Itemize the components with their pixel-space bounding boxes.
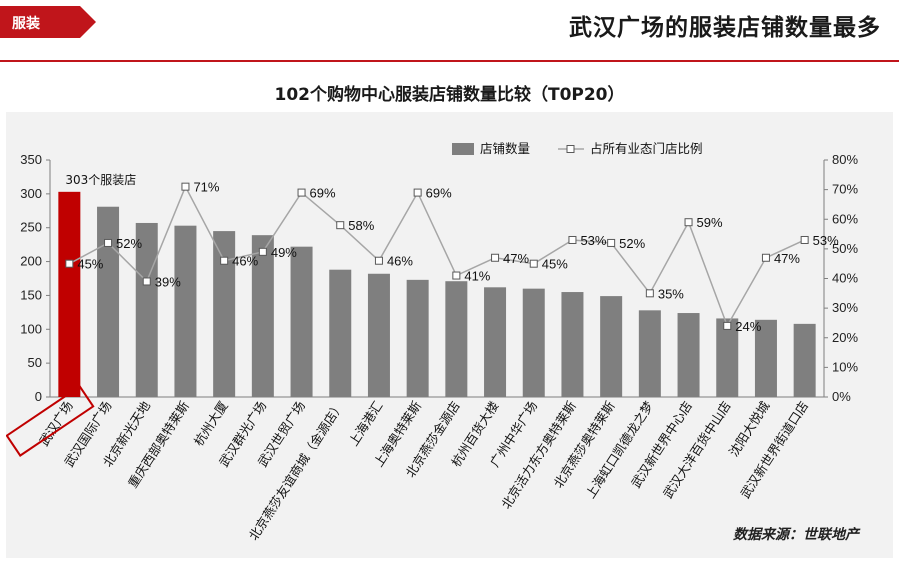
header-divider — [0, 60, 899, 62]
ratio-point-marker — [336, 221, 345, 230]
right-tick-label: 80% — [832, 152, 858, 167]
ratio-data-label: 47% — [503, 251, 529, 266]
category-label: 上海港汇 — [346, 398, 386, 448]
page-headline: 武汉广场的服装店铺数量最多 — [569, 15, 881, 41]
bar — [174, 225, 197, 397]
category-label: 武汉新世界街道口店 — [737, 398, 811, 501]
bar — [754, 319, 777, 397]
ratio-data-label: 53% — [813, 233, 839, 248]
ratio-data-label: 39% — [155, 274, 181, 289]
left-tick-label: 100 — [20, 321, 42, 336]
left-tick-label: 50 — [28, 355, 42, 370]
left-tick-label: 250 — [20, 220, 42, 235]
right-tick-label: 20% — [832, 330, 858, 345]
ratio-point-marker — [104, 238, 113, 247]
ratio-point-marker — [800, 235, 809, 244]
ratio-data-label: 52% — [619, 236, 645, 251]
chart-panel: 0 50 100 150 200 250 300 350 0% 10% 20% 30% 40% 50% 60… — [6, 112, 893, 558]
category-label: 武汉大洋百货中山店 — [660, 398, 734, 501]
source-note: 数据来源：世联地产 — [733, 527, 859, 543]
bar — [522, 288, 545, 397]
ratio-data-label: 58% — [348, 218, 374, 233]
bar — [213, 231, 236, 397]
ratio-data-label: 47% — [774, 251, 800, 266]
highlight-box — [6, 385, 95, 457]
ratio-data-label: 69% — [310, 186, 336, 201]
ratio-point-marker — [568, 235, 577, 244]
ratio-point-marker — [491, 253, 500, 262]
right-tick-label: 40% — [832, 271, 858, 286]
ratio-data-label: 52% — [116, 236, 142, 251]
ratio-data-label: 69% — [426, 186, 452, 201]
bar — [677, 313, 700, 397]
legend-line-marker — [566, 145, 575, 153]
bar — [716, 318, 739, 397]
ratio-point-marker — [645, 289, 654, 298]
left-tick-label: 350 — [20, 152, 42, 167]
left-tick-label: 0 — [35, 389, 42, 404]
ratio-data-label: 53% — [580, 233, 606, 248]
bar-annotation: 303个服装店 — [65, 173, 136, 187]
ratio-data-label: 45% — [542, 257, 568, 272]
bar — [793, 323, 816, 397]
section-tag: 服装 — [0, 6, 96, 38]
tag-arrow-shape — [0, 6, 96, 38]
category-label: 杭州大厦 — [191, 398, 231, 448]
right-tick-label: 50% — [832, 241, 858, 256]
section-tag-label: 服装 — [12, 16, 40, 32]
legend-line-label: 占所有业态门店比例 — [590, 141, 703, 156]
left-tick-label: 300 — [20, 186, 42, 201]
bar — [600, 296, 623, 397]
bar — [561, 292, 584, 397]
legend-bar-swatch — [452, 143, 474, 155]
ratio-data-label: 41% — [464, 269, 490, 284]
bar — [290, 246, 313, 397]
ratio-point-marker — [761, 253, 770, 262]
right-tick-label: 70% — [832, 182, 858, 197]
ratio-data-label: 45% — [77, 257, 103, 272]
right-tick-label: 30% — [832, 300, 858, 315]
ratio-point-marker — [607, 238, 616, 247]
ratio-point-marker — [258, 247, 267, 256]
ratio-point-marker — [297, 188, 306, 197]
bar — [329, 269, 352, 397]
combo-chart: 0 50 100 150 200 250 300 350 0% 10% 20% 30% 40% 50% 60… — [6, 141, 858, 543]
ratio-point-marker — [374, 256, 383, 265]
bar — [251, 235, 274, 397]
bar — [58, 191, 81, 397]
category-label: 北京活力东方奥特莱斯 — [498, 398, 579, 511]
right-tick-label: 60% — [832, 211, 858, 226]
ratio-data-label: 71% — [193, 180, 219, 195]
left-tick-label: 200 — [20, 254, 42, 269]
ratio-point-marker — [65, 259, 74, 268]
ratio-point-marker — [452, 271, 461, 280]
ratio-point-marker — [142, 277, 151, 286]
ratio-point-marker — [684, 218, 693, 227]
ratio-data-label: 24% — [735, 319, 761, 334]
bar — [445, 281, 468, 397]
category-label: 上海虹口凯德龙之梦 — [583, 398, 657, 501]
ratio-data-label: 35% — [658, 286, 684, 301]
chart-title: 102个购物中心服装店铺数量比较（T0P20） — [274, 85, 625, 105]
ratio-point-marker — [220, 256, 229, 265]
ratio-point-marker — [413, 188, 422, 197]
ratio-point-marker — [529, 259, 538, 268]
bar — [406, 279, 429, 397]
ratio-data-label: 46% — [232, 254, 258, 269]
right-tick-label: 0% — [832, 389, 851, 404]
bar — [484, 287, 507, 397]
ratio-point-marker — [181, 182, 190, 191]
bar — [638, 310, 661, 397]
bar — [97, 206, 120, 397]
ratio-series-line — [68, 184, 805, 328]
right-tick-label: 10% — [832, 359, 858, 374]
bar — [367, 273, 390, 397]
ratio-data-label: 49% — [271, 245, 297, 260]
ratio-point-marker — [723, 321, 732, 330]
ratio-data-label: 59% — [697, 215, 723, 230]
legend-bar-label: 店铺数量 — [480, 141, 530, 156]
ratio-data-label: 46% — [387, 254, 413, 269]
left-tick-label: 150 — [20, 287, 42, 302]
